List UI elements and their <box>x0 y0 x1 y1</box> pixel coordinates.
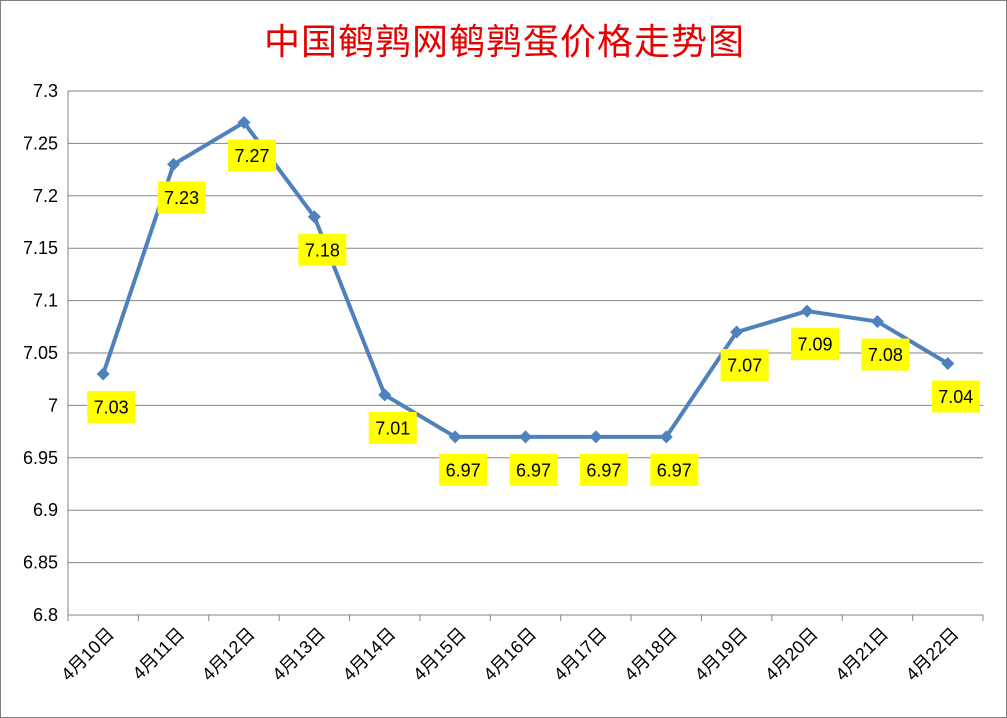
data-point-marker <box>519 430 532 444</box>
y-tick-label: 7 <box>48 395 58 415</box>
y-tick-label: 7.2 <box>33 186 58 206</box>
data-label: 7.08 <box>868 345 903 365</box>
data-point-marker <box>167 157 181 171</box>
data-label: 6.97 <box>516 460 551 480</box>
data-label-background <box>227 139 276 172</box>
y-tick-label: 7.1 <box>33 291 58 311</box>
data-label: 7.23 <box>164 188 199 208</box>
data-label: 7.09 <box>798 335 833 355</box>
x-tick-label: 4月14日 <box>339 624 400 685</box>
data-point-marker <box>307 210 321 224</box>
y-tick-label: 7.15 <box>23 238 58 258</box>
data-label-background <box>298 233 347 266</box>
x-tick-label: 4月22日 <box>902 624 963 685</box>
data-label: 7.07 <box>727 356 762 376</box>
data-label-background <box>861 338 910 371</box>
data-label-background <box>509 453 558 486</box>
data-point-marker <box>800 304 814 318</box>
x-tick-label: 4月18日 <box>620 624 681 685</box>
x-tick-label: 4月10日 <box>57 624 118 685</box>
x-tick-label: 4月17日 <box>550 624 611 685</box>
y-tick-label: 6.95 <box>23 448 58 468</box>
data-label-background <box>650 453 699 486</box>
data-point-marker <box>237 115 251 129</box>
x-tick-label: 4月20日 <box>761 624 822 685</box>
data-label-background <box>791 328 840 361</box>
y-tick-label: 6.8 <box>33 605 58 625</box>
x-tick-label: 4月12日 <box>198 624 259 685</box>
data-label-background <box>720 349 769 382</box>
chart-title: 中国鹌鹑网鹌鹑蛋价格走势图 <box>263 22 745 63</box>
data-point-marker <box>589 430 603 444</box>
data-label: 7.01 <box>375 418 410 438</box>
data-label: 7.18 <box>305 240 340 260</box>
data-point-marker <box>378 388 392 402</box>
x-tick-label: 4月16日 <box>479 624 540 685</box>
data-point-marker <box>941 356 955 370</box>
data-label: 6.97 <box>586 460 621 480</box>
data-label-background <box>87 390 136 423</box>
data-label: 6.97 <box>446 460 481 480</box>
data-point-marker <box>730 325 744 339</box>
y-tick-label: 7.3 <box>33 81 58 101</box>
y-tick-label: 7.25 <box>23 133 58 153</box>
x-tick-label: 4月21日 <box>831 624 892 685</box>
data-label-background <box>579 453 628 486</box>
data-label: 7.27 <box>234 146 269 166</box>
data-point-marker <box>870 315 884 329</box>
y-tick-label: 6.85 <box>23 553 58 573</box>
data-point-marker <box>659 430 673 444</box>
x-tick-label: 4月13日 <box>268 624 329 685</box>
data-label: 7.03 <box>94 397 129 417</box>
data-label-background <box>439 453 488 486</box>
y-tick-label: 7.05 <box>23 343 58 363</box>
x-tick-label: 4月15日 <box>409 624 470 685</box>
data-label: 6.97 <box>657 460 692 480</box>
data-label-background <box>931 380 980 413</box>
x-tick-label: 4月19日 <box>691 624 752 685</box>
data-point-marker <box>96 367 110 381</box>
data-label: 7.04 <box>938 387 973 407</box>
data-label-background <box>368 411 417 444</box>
data-label-background <box>157 181 206 214</box>
data-point-marker <box>448 430 462 444</box>
x-tick-label: 4月11日 <box>129 624 189 684</box>
y-tick-label: 6.9 <box>33 500 58 520</box>
